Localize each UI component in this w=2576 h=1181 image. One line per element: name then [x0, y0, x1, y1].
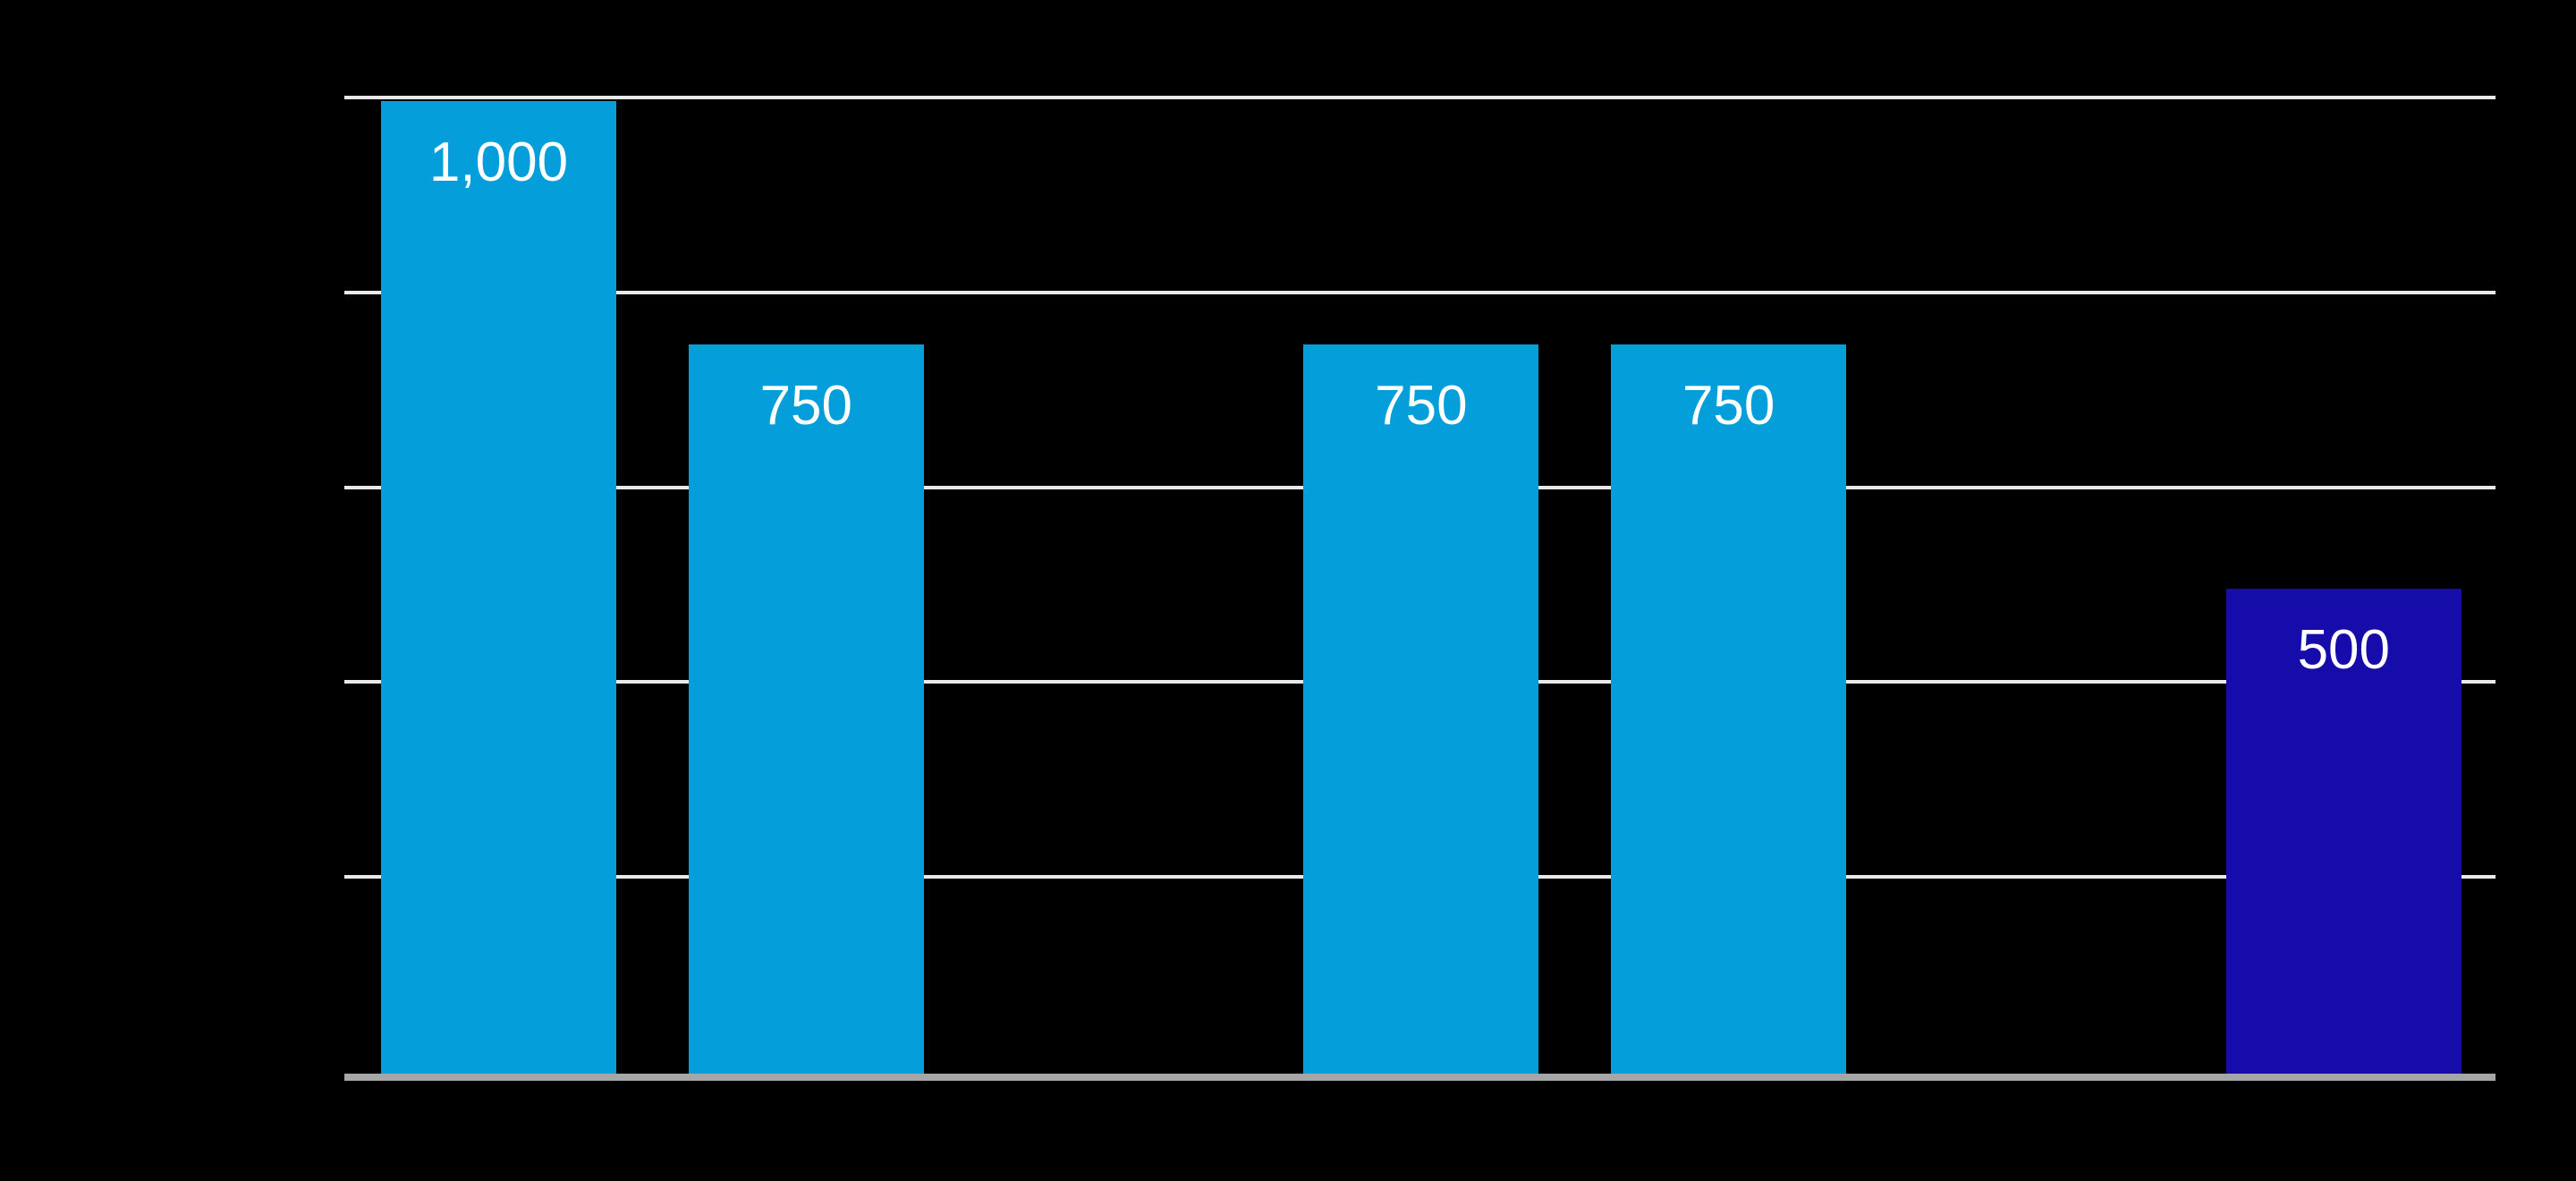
bar-value-label: 750 [1375, 375, 1468, 438]
bar: 1,000 [381, 101, 616, 1074]
bar: 500 [2225, 588, 2462, 1074]
bar-value-label: 750 [759, 375, 853, 438]
gridline-800 [344, 290, 2496, 294]
gridline-1000 [344, 96, 2496, 99]
bar: 750 [1303, 344, 1539, 1074]
bar-value-label: 1,000 [428, 132, 569, 193]
x-axis-baseline [344, 1074, 2496, 1081]
bar-value-label: 750 [1682, 375, 1775, 438]
bar: 750 [1611, 344, 1847, 1074]
bar: 750 [688, 344, 924, 1074]
bar-value-label: 500 [2297, 618, 2391, 681]
